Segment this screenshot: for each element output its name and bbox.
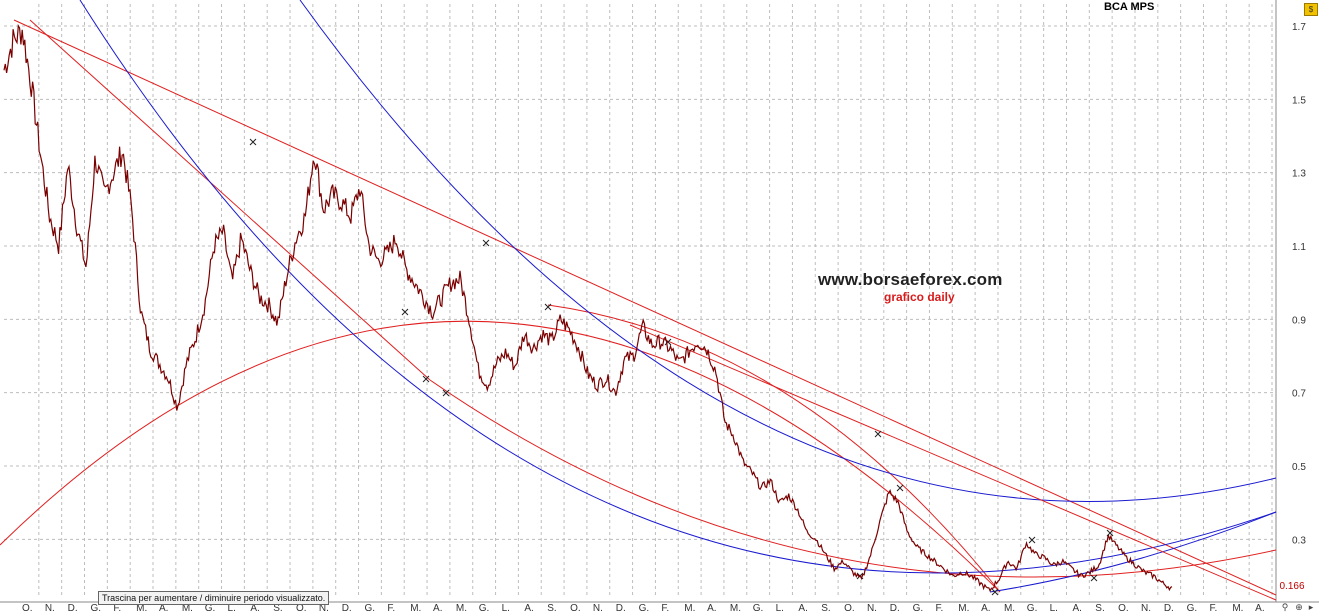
x-tick-label: A. [159,603,168,614]
trendline-red-long [13,19,1277,596]
arc-red-mid [547,304,1001,593]
x-tick-label: N. [45,603,55,614]
price-scale-button[interactable]: $ [1304,3,1318,16]
arc-blue-steep [299,0,1277,502]
y-tick-label: 0.5 [1292,462,1306,473]
x-tick-label: M. [1004,603,1015,614]
x-tick-label: N. [593,603,603,614]
zoom-icon[interactable]: ⚲ [1281,602,1289,612]
x-tick-label: S. [547,603,556,614]
x-tick-label: M. [1232,603,1243,614]
x-tick-label: D. [342,603,352,614]
x-tick-label: A. [981,603,990,614]
x-tick-label: S. [1095,603,1104,614]
x-tick-label: A. [707,603,716,614]
x-tick-label: F. [1209,603,1217,614]
pivot-marker [249,138,257,146]
x-tick-label: S. [273,603,282,614]
x-tick-label: G. [913,603,924,614]
x-tick-label: M. [958,603,969,614]
x-tick-label: A. [1255,603,1264,614]
pivot-marker [896,484,904,492]
x-tick-label: M. [730,603,741,614]
pivot-marker [544,303,552,311]
x-tick-label: O. [570,603,581,614]
x-tick-label: F. [661,603,669,614]
x-tick-label: G. [91,603,102,614]
price-line [3,23,1173,593]
zoom-out-icon[interactable]: ⊕ [1295,602,1303,612]
x-tick-label: M. [136,603,147,614]
x-tick-labels: O. N. D. G. F. M. A. M. G. L. A. S. O. N. D. G. F. M. A. M.… [22,603,1265,614]
x-tick-label: N. [1141,603,1151,614]
x-tick-label: G. [205,603,216,614]
pivot-marker [442,389,450,397]
x-tick-label: D. [890,603,900,614]
x-tick-label: N. [867,603,877,614]
x-tick-label: N. [319,603,329,614]
chart-title: BCA MPS [1104,1,1155,13]
x-tick-label: G. [1187,603,1198,614]
x-tick-label: L. [502,603,510,614]
x-tick-label: M. [684,603,695,614]
x-tick-label: L. [228,603,236,614]
pivot-marker [482,239,490,247]
y-tick-label: 0.3 [1292,535,1306,546]
y-tick-label: 0.7 [1292,389,1306,400]
y-tick-label: 1.3 [1292,169,1306,180]
watermark-subtitle: grafico daily [884,290,955,304]
watermark-site: www.borsaeforex.com [818,270,1003,289]
x-tick-label: O. [1118,603,1129,614]
x-tick-label: G. [639,603,650,614]
x-tick-label: O. [296,603,307,614]
last-value-label: 0.166 [1277,580,1307,594]
scroll-right-icon[interactable]: ▸ [1308,602,1314,612]
x-tick-label: A. [524,603,533,614]
y-tick-label: 1.7 [1292,22,1306,33]
y-tick-label: 1.1 [1292,242,1306,253]
x-tick-label: F. [113,603,121,614]
x-tick-label: S. [821,603,830,614]
x-tick-label: G. [365,603,376,614]
x-tick-label: G. [753,603,764,614]
trendlines [0,0,1277,601]
trendline-red-steep [29,19,431,381]
x-tick-label: F. [387,603,395,614]
y-tick-labels: 1.7 1.5 1.3 1.1 0.9 0.7 0.5 0.3 [1292,22,1306,546]
x-tick-label: D. [616,603,626,614]
x-tick-label: A. [798,603,807,614]
pivot-marker [401,308,409,316]
chart-grid [4,4,1276,598]
x-tick-label: G. [1027,603,1038,614]
y-tick-label: 1.5 [1292,95,1306,106]
pivot-marker [991,588,999,596]
x-tick-label: A. [433,603,442,614]
x-tick-label: O. [844,603,855,614]
x-tick-label: M. [182,603,193,614]
drag-hint-tooltip: Trascina per aumentare / diminuire perio… [98,591,330,605]
trendline-red-short [629,324,1277,601]
x-tick-label: O. [22,603,33,614]
x-tick-label: A. [250,603,259,614]
x-tick-label: M. [456,603,467,614]
x-tick-label: F. [935,603,943,614]
pivot-marker [874,430,882,438]
x-tick-label: G. [479,603,490,614]
x-tick-label: M. [410,603,421,614]
pivot-marker [422,375,430,383]
x-tick-label: D. [1164,603,1174,614]
pivot-markers [249,138,1114,596]
x-tick-label: L. [1050,603,1058,614]
x-tick-label: A. [1072,603,1081,614]
x-tick-label: L. [776,603,784,614]
arc-red-upper [0,320,1001,593]
pivot-marker [1028,536,1036,544]
y-tick-label: 0.9 [1292,315,1306,326]
pivot-marker [1090,574,1098,582]
x-tick-label: D. [68,603,78,614]
